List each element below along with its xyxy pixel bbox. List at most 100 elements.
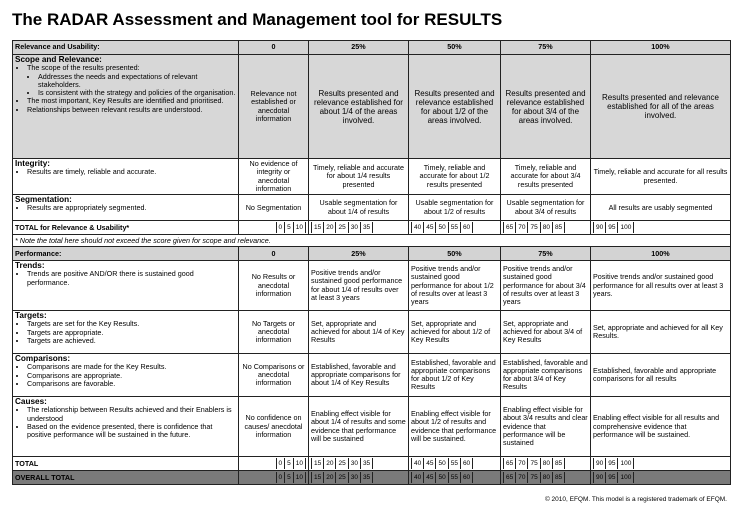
score-box[interactable]: 60 [461,458,474,470]
scale-0: 0 [238,40,309,55]
score-box[interactable]: 45 [424,222,437,234]
relevance-header: Relevance and Usability: [12,40,239,55]
score-box[interactable]: 85 [553,458,566,470]
overall-total-row: OVERALL TOTAL 0 5 10 15 20 25 30 35 40 45 50 55 60… [12,470,731,486]
score-box[interactable]: 75 [528,222,541,234]
score-box[interactable]: 20 [324,222,337,234]
integrity-level-0: No evidence of integrity or anecdotal in… [238,157,309,196]
score-box[interactable]: 30 [349,458,361,470]
score-box[interactable]: 20 [324,472,337,484]
segmentation-heading: Segmentation: [15,195,72,205]
score-box[interactable]: 55 [448,472,461,484]
score-box[interactable]: 45 [424,472,437,484]
overall-total-label: OVERALL TOTAL [12,470,239,486]
score-box[interactable]: 10 [293,472,306,484]
score-box[interactable]: 90 [593,472,607,484]
causes-level-75: Enabling effect visible for about 3/4 re… [500,396,591,458]
score-box[interactable]: 35 [360,472,374,484]
scope-level-25: Results presented and relevance establis… [308,54,409,159]
targets-row: Targets: Targets are set for the Key Res… [12,310,731,355]
score-box[interactable]: 50 [436,458,449,470]
score-box[interactable]: 90 [593,222,607,234]
score-box[interactable]: 5 [285,458,294,470]
score-box[interactable]: 85 [553,222,566,234]
performance-header-row: Performance: 0 25% 50% 75% 100% [12,246,731,262]
score-box[interactable]: 95 [606,458,619,470]
trends-level-25: Positive trends and/or sustained good pe… [308,260,409,312]
score-box[interactable]: 10 [294,458,306,470]
score-group-50: 40 45 50 55 60 [411,472,498,484]
targets-bullet: Targets are achieved. [27,336,236,345]
score-group-50: 40 45 50 55 60 [411,458,498,470]
score-box[interactable]: 25 [336,222,349,234]
score-box[interactable]: 5 [285,222,294,234]
score-box[interactable]: 100 [618,472,635,484]
scope-bullet: Relationships between relevant results a… [27,105,236,114]
score-box[interactable]: 40 [411,458,425,470]
score-box[interactable]: 100 [618,458,635,470]
comparisons-level-75: Established, favorable and appropriate c… [500,353,591,398]
targets-level-75: Set, appropriate and achieved for about … [500,310,591,355]
score-box[interactable]: 65 [503,458,517,470]
scale-100: 100% [590,40,731,55]
score-box[interactable]: 70 [516,458,529,470]
score-box[interactable]: 40 [411,472,425,484]
score-box[interactable]: 20 [324,458,337,470]
scope-bullet: The scope of the results presented: [27,63,236,72]
score-box[interactable]: 95 [606,222,619,234]
score-box[interactable]: 85 [552,472,566,484]
causes-level-100: Enabling effect visible for all results … [590,396,731,458]
comparisons-bullet: Comparisons are favorable. [27,379,236,388]
score-box[interactable]: 70 [516,222,529,234]
score-box[interactable]: 100 [618,222,635,234]
score-box[interactable]: 5 [285,472,294,484]
score-group-100: 90 95 100 [593,458,728,470]
score-box[interactable]: 35 [361,458,374,470]
score-box[interactable]: 50 [436,222,449,234]
trends-criteria: Trends: Trends are positive AND/OR there… [12,260,239,312]
score-box[interactable]: 80 [541,222,553,234]
score-box[interactable]: 0 [275,222,286,234]
score-box[interactable]: 80 [540,472,553,484]
score-box[interactable]: 30 [348,472,361,484]
score-box[interactable]: 45 [424,458,437,470]
score-box[interactable]: 15 [311,222,325,234]
score-box[interactable]: 60 [460,472,474,484]
score-box[interactable]: 0 [275,472,286,484]
score-box[interactable]: 0 [275,458,286,470]
score-box[interactable]: 40 [411,222,425,234]
targets-heading: Targets: [15,311,47,321]
relevance-note: * Note the total here should not exceed … [12,234,731,248]
score-box[interactable]: 35 [361,222,374,234]
score-box[interactable]: 30 [349,222,361,234]
score-box[interactable]: 15 [311,458,325,470]
relevance-total-label: TOTAL for Relevance & Usability* [12,220,239,236]
segmentation-bullet: Results are appropriately segmented. [27,204,236,213]
performance-total-label: TOTAL [12,456,239,472]
comparisons-level-0: No Comparisons or anecdotal information [238,353,309,398]
score-box[interactable]: 80 [541,458,553,470]
score-box[interactable]: 25 [336,472,349,484]
performance-total-row: TOTAL 0 5 10 15 20 25 30 35 40 45 50 55 60 65 70 75 8… [12,456,731,472]
score-box[interactable]: 65 [503,222,517,234]
score-group-50: 40 45 50 55 60 [411,222,498,234]
score-box[interactable]: 65 [503,472,517,484]
score-box[interactable]: 60 [461,222,474,234]
score-box[interactable]: 55 [449,458,461,470]
score-box[interactable]: 50 [436,472,449,484]
integrity-level-75: Timely, reliable and accurate for about … [500,157,591,196]
score-box[interactable]: 95 [606,472,619,484]
score-box[interactable]: 55 [449,222,461,234]
score-box[interactable]: 75 [528,458,541,470]
score-box[interactable]: 75 [528,472,541,484]
score-box[interactable]: 25 [336,458,349,470]
integrity-row: Integrity: Results are timely, reliable … [12,157,731,196]
score-box[interactable]: 15 [311,472,325,484]
scale-50: 50% [408,246,501,262]
score-group-25: 15 20 25 30 35 [311,472,406,484]
score-box[interactable]: 90 [593,458,607,470]
score-box[interactable]: 10 [294,222,306,234]
targets-level-0: No Targets or anecdotal information [238,310,309,355]
scope-level-50: Results presented and relevance establis… [408,54,501,159]
score-box[interactable]: 70 [516,472,529,484]
